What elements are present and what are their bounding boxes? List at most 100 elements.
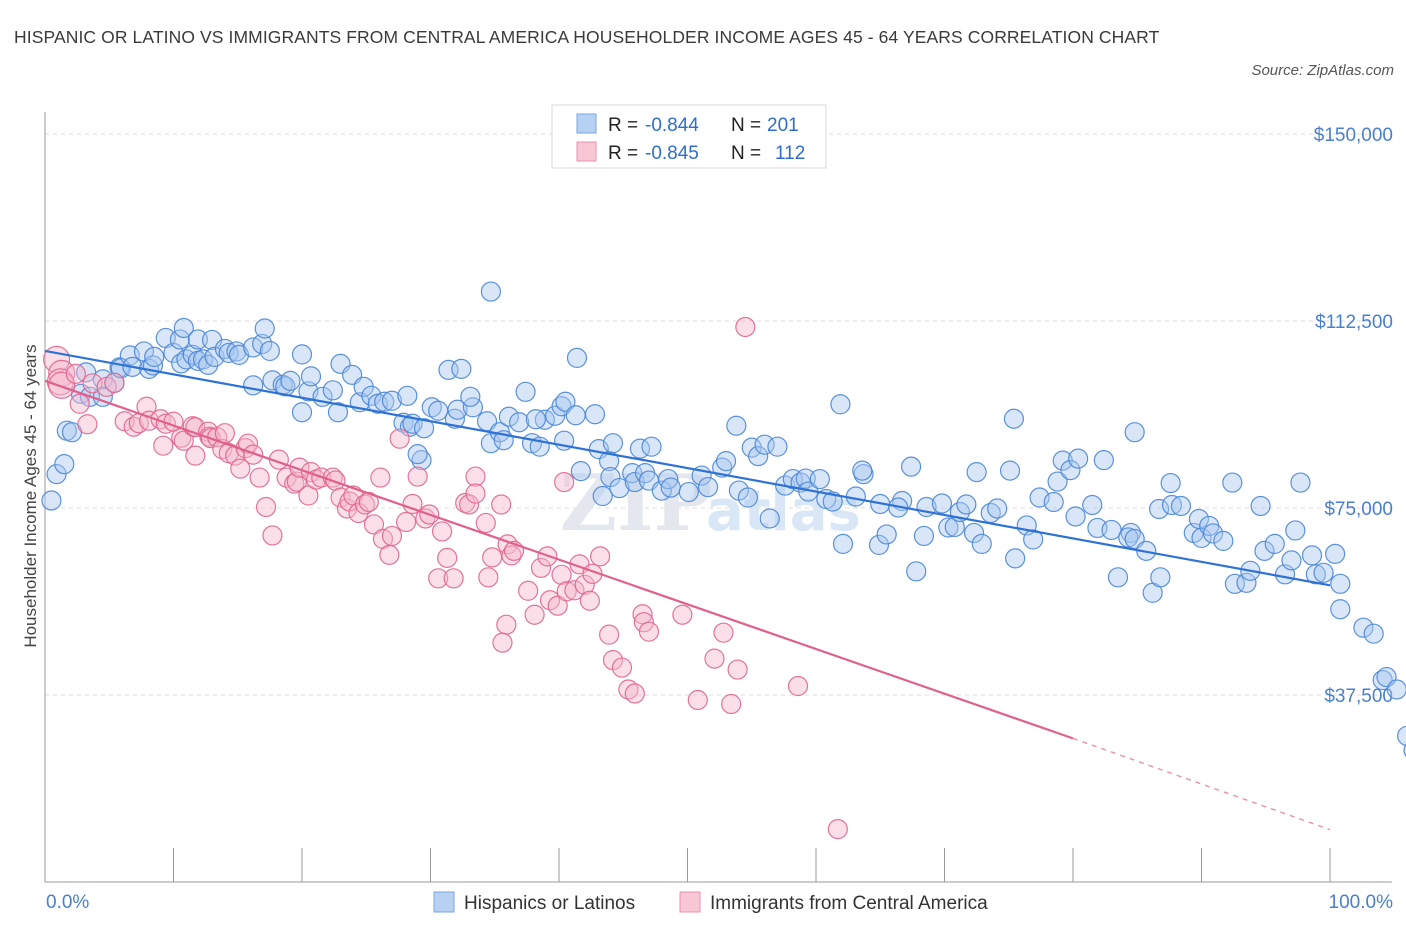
- pink-point-85: [524, 604, 545, 625]
- blue-point-192: [1254, 540, 1275, 561]
- blue-point-150: [971, 533, 992, 555]
- pink-point-34: [237, 433, 259, 454]
- pink-point-105: [638, 621, 660, 642]
- blue-point-203: [1330, 599, 1351, 620]
- blue-point-1: [46, 463, 67, 485]
- bottom-legend-label-2: Immigrants from Central America: [710, 893, 988, 914]
- pink-point-80: [492, 632, 513, 653]
- blue-point-41: [254, 318, 275, 339]
- blue-point-98: [609, 477, 630, 499]
- pink-point-76: [478, 567, 499, 588]
- blue-point-187: [1222, 472, 1243, 493]
- blue-point-44: [280, 370, 301, 391]
- blue-point-29: [198, 354, 219, 375]
- blue-point-189: [1236, 572, 1257, 593]
- series-legend: Hispanics or Latinos Immigrants from Cen…: [433, 891, 988, 914]
- pink-point-103: [632, 604, 653, 625]
- blue-point-185: [1202, 523, 1224, 544]
- pink-point-109: [713, 622, 734, 643]
- blue-point-201: [1325, 543, 1346, 564]
- pink-point-106: [672, 604, 693, 625]
- blue-point-209: [1397, 725, 1406, 746]
- blue-point-167: [1093, 450, 1114, 471]
- pink-point-111: [727, 659, 748, 680]
- blue-point-65: [407, 444, 428, 465]
- blue-point-204: [1353, 617, 1374, 638]
- y-tick-label-1: $75,000: [1324, 499, 1393, 520]
- pink-point-32: [230, 458, 251, 479]
- blue-point-119: [759, 508, 780, 529]
- pink-point-114: [735, 316, 756, 338]
- blue-point-112: [715, 451, 737, 472]
- blue-point-178: [1160, 472, 1181, 494]
- legend-swatch-blue: [576, 113, 597, 134]
- blue-point-128: [822, 491, 843, 512]
- pink-point-86: [530, 557, 552, 578]
- blue-point-97: [602, 433, 624, 454]
- blue-point-21: [169, 329, 191, 350]
- bottom-legend-swatch-pink: [679, 891, 701, 913]
- blue-point-33: [218, 342, 239, 364]
- blue-point-50: [322, 380, 343, 401]
- blue-point-162: [1060, 460, 1081, 481]
- blue-point-66: [413, 418, 435, 439]
- blue-point-206: [1372, 669, 1393, 691]
- legend-r-label-2: R =: [608, 143, 638, 164]
- blue-point-169: [1107, 567, 1129, 588]
- blue-point-104: [641, 436, 662, 457]
- blue-point-59: [381, 390, 403, 411]
- blue-point-107: [660, 477, 681, 498]
- blue-point-94: [592, 485, 613, 507]
- blue-point-193: [1264, 533, 1285, 555]
- pink-point-61: [381, 525, 403, 547]
- blue-point-46: [291, 402, 313, 423]
- blue-point-155: [1003, 408, 1024, 429]
- legend-r-value-1: -0.844: [645, 115, 699, 136]
- gridlines: [45, 133, 1392, 696]
- blue-point-133: [852, 460, 873, 481]
- legend-n-value-2: 112: [775, 143, 805, 164]
- y-axis-label: Householder Income Ages 45 - 64 years: [21, 344, 40, 647]
- pink-point-16: [153, 435, 174, 456]
- blue-point-180: [1170, 495, 1192, 517]
- blue-point-139: [900, 456, 922, 477]
- pink-point-25: [199, 426, 220, 447]
- axes: [44, 112, 1392, 883]
- blue-point-212: [525, 409, 546, 430]
- pink-point-116: [465, 483, 486, 504]
- blue-point-72: [447, 399, 468, 420]
- stats-legend: R = -0.844 N = 201 R = -0.845 N = 112: [551, 104, 827, 169]
- pink-point-115: [554, 471, 575, 493]
- pink-point-38: [262, 525, 283, 546]
- pink-point-100: [611, 657, 633, 678]
- pink-point-92: [564, 580, 585, 601]
- pink-point-64: [402, 493, 423, 515]
- x-tick-left: 0.0%: [46, 892, 89, 913]
- blue-point-40: [262, 370, 283, 391]
- blue-point-106: [658, 468, 679, 490]
- blue-point-68: [428, 400, 449, 421]
- y-tick-labels: $37,500 $75,000 $112,500 $150,000: [1314, 125, 1393, 707]
- blue-point-171: [1118, 527, 1139, 548]
- bottom-legend-swatch-blue: [433, 891, 455, 913]
- pink-point-112: [787, 675, 809, 697]
- blue-point-81: [515, 381, 536, 402]
- pink-point-91: [556, 581, 577, 602]
- legend-n-label-1: N =: [731, 115, 761, 136]
- pink-point-101: [618, 679, 639, 700]
- blue-point-200: [1313, 562, 1334, 583]
- blue-point-205: [1363, 623, 1384, 644]
- y-tick-label-0: $37,500: [1324, 686, 1393, 707]
- blue-point-89: [565, 405, 586, 426]
- blue-point-91: [570, 460, 591, 482]
- legend-swatch-pink: [576, 141, 597, 162]
- chart-source: Source: ZipAtlas.com: [1251, 62, 1394, 79]
- watermark-atlas: atlas: [706, 479, 861, 544]
- blue-point-37: [252, 333, 273, 355]
- pink-point-35: [243, 444, 264, 465]
- blue-point-130: [832, 533, 854, 555]
- series-immigrants-points: [42, 316, 848, 840]
- blue-point-196: [1285, 520, 1306, 541]
- blue-point-51: [327, 402, 349, 423]
